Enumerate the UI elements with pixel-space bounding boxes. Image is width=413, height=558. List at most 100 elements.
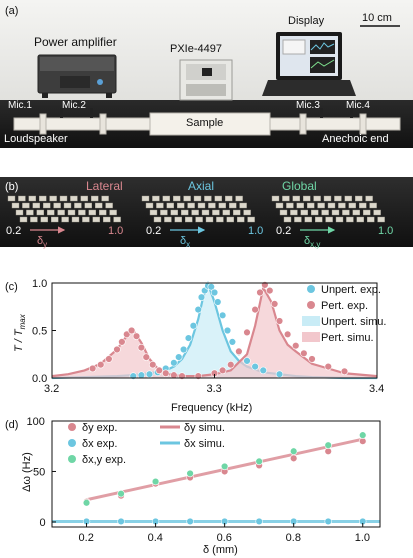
plot-d-ylabel: Δω (Hz) bbox=[21, 452, 33, 492]
x-tick-label: 0.4 bbox=[148, 532, 163, 544]
sample-block bbox=[174, 216, 183, 223]
pert-exp-point bbox=[256, 288, 264, 297]
exp-point bbox=[186, 469, 194, 478]
exp-point bbox=[324, 441, 332, 449]
pert-exp-point bbox=[275, 317, 284, 325]
pert-exp-point bbox=[155, 366, 163, 375]
legend-pert-exp-marker bbox=[307, 301, 315, 309]
sample-block bbox=[239, 202, 247, 209]
axial-start: 0.2 bbox=[146, 225, 161, 237]
sample-block bbox=[214, 195, 223, 202]
y-tick-label: 50 bbox=[33, 466, 45, 478]
pxie-label: PXIe-4497 bbox=[170, 43, 222, 55]
pert-exp-point bbox=[270, 300, 279, 308]
sample-label: Sample bbox=[186, 117, 223, 129]
sample-block bbox=[204, 195, 212, 202]
sample-block bbox=[367, 216, 375, 223]
mic3-label: Mic.3 bbox=[296, 100, 320, 111]
sample-block bbox=[228, 202, 237, 209]
panel-d-label: (d) bbox=[5, 419, 18, 431]
plot-d-xlabel: δ (mm) bbox=[203, 544, 238, 556]
sample-block bbox=[212, 209, 220, 216]
sample-block bbox=[187, 202, 195, 209]
sample-block bbox=[232, 209, 241, 216]
mic2-label: Mic.2 bbox=[62, 100, 86, 111]
sample-block bbox=[338, 202, 346, 209]
sample-block bbox=[7, 195, 16, 202]
unpert-exp-point bbox=[197, 293, 206, 301]
pert-exp-point bbox=[266, 286, 274, 295]
global-delta: δx,y bbox=[304, 235, 320, 249]
unpert-simu-area bbox=[52, 283, 377, 378]
plot-d bbox=[51, 420, 381, 528]
exp-point bbox=[186, 517, 194, 526]
panel-a: (a) Power amplifier PXIe-4497 Display 10… bbox=[0, 0, 413, 148]
sample-block bbox=[304, 216, 312, 223]
unpert-exp-point bbox=[145, 370, 154, 378]
exp-point bbox=[117, 489, 125, 498]
sample-block bbox=[286, 202, 294, 209]
legend-unpert-simu: Unpert. simu. bbox=[321, 316, 386, 328]
sample-block bbox=[22, 202, 30, 209]
sample-block bbox=[90, 195, 99, 202]
sample-block bbox=[88, 209, 97, 216]
y-tick-label: 100 bbox=[27, 416, 45, 428]
legend-dxy-exp: δx,y exp. bbox=[82, 454, 126, 466]
sample-block bbox=[344, 195, 352, 202]
sample-block bbox=[82, 216, 90, 223]
sample-block bbox=[216, 216, 224, 223]
unpert-exp-point bbox=[189, 322, 198, 330]
sample-block bbox=[195, 216, 203, 223]
legend-unpert-simu-swatch bbox=[302, 316, 320, 326]
sample-block bbox=[63, 202, 72, 209]
unpert-exp-point bbox=[170, 359, 178, 367]
legend-dx-exp-marker bbox=[68, 439, 76, 447]
pert-exp-point bbox=[149, 361, 157, 369]
y-tick-label: 0 bbox=[40, 517, 46, 529]
axial-delta: δx bbox=[180, 235, 190, 249]
legend-dxy-exp-marker bbox=[68, 455, 76, 463]
plot-d-ticks: 0.2 0.4 0.6 0.8 1.0 0 50 100 bbox=[27, 416, 371, 544]
sample-block bbox=[348, 202, 356, 209]
sample-block bbox=[201, 209, 210, 216]
sample-block bbox=[283, 216, 292, 223]
pert-exp-point bbox=[243, 328, 251, 337]
sample-block bbox=[355, 195, 363, 202]
sample-block bbox=[236, 216, 245, 223]
sample-block bbox=[18, 195, 26, 202]
x-tick-label: 3.2 bbox=[44, 383, 59, 395]
plot-c-xlabel: Frequency (kHz) bbox=[171, 402, 252, 414]
plot-c-ticks: 3.2 3.3 3.4 0.0 0.5 1.0 bbox=[32, 278, 384, 395]
sample-block bbox=[160, 209, 168, 216]
exp-point bbox=[255, 517, 263, 526]
sample-block bbox=[176, 202, 185, 209]
sample-block bbox=[327, 202, 336, 209]
group-lateral-title: Lateral bbox=[86, 179, 123, 193]
anechoic-end-label: Anechoic end bbox=[322, 133, 389, 145]
sample-block bbox=[183, 195, 191, 202]
sample-block bbox=[180, 209, 189, 216]
panel-c: (c) 3.2 3.3 3.4 0.0 0.5 1.0 T / Tmax Frequenc… bbox=[5, 278, 386, 414]
pert-exp-point bbox=[283, 330, 292, 338]
sample-block bbox=[113, 216, 121, 223]
power-amplifier-device bbox=[37, 54, 117, 98]
sample-block bbox=[78, 209, 86, 216]
unpert-exp-point bbox=[194, 305, 202, 314]
sample-block bbox=[170, 209, 179, 216]
scale-bar: 10 cm bbox=[360, 12, 400, 27]
unpert-exp-point bbox=[214, 298, 222, 306]
axial-end: 1.0 bbox=[248, 225, 263, 237]
sample-block bbox=[30, 216, 38, 223]
sample-block bbox=[26, 209, 34, 216]
y-tick-label: 0.5 bbox=[32, 326, 47, 338]
sample-block bbox=[166, 202, 175, 209]
sample-block bbox=[303, 195, 311, 202]
power-amplifier-label: Power amplifier bbox=[34, 35, 117, 49]
waveguide-tube bbox=[13, 108, 401, 136]
pert-exp-point bbox=[324, 362, 332, 371]
sample-block bbox=[363, 209, 371, 216]
sample-block bbox=[152, 195, 160, 202]
sample-block bbox=[59, 195, 68, 202]
sample-block bbox=[377, 216, 385, 223]
sample-block bbox=[294, 216, 302, 223]
